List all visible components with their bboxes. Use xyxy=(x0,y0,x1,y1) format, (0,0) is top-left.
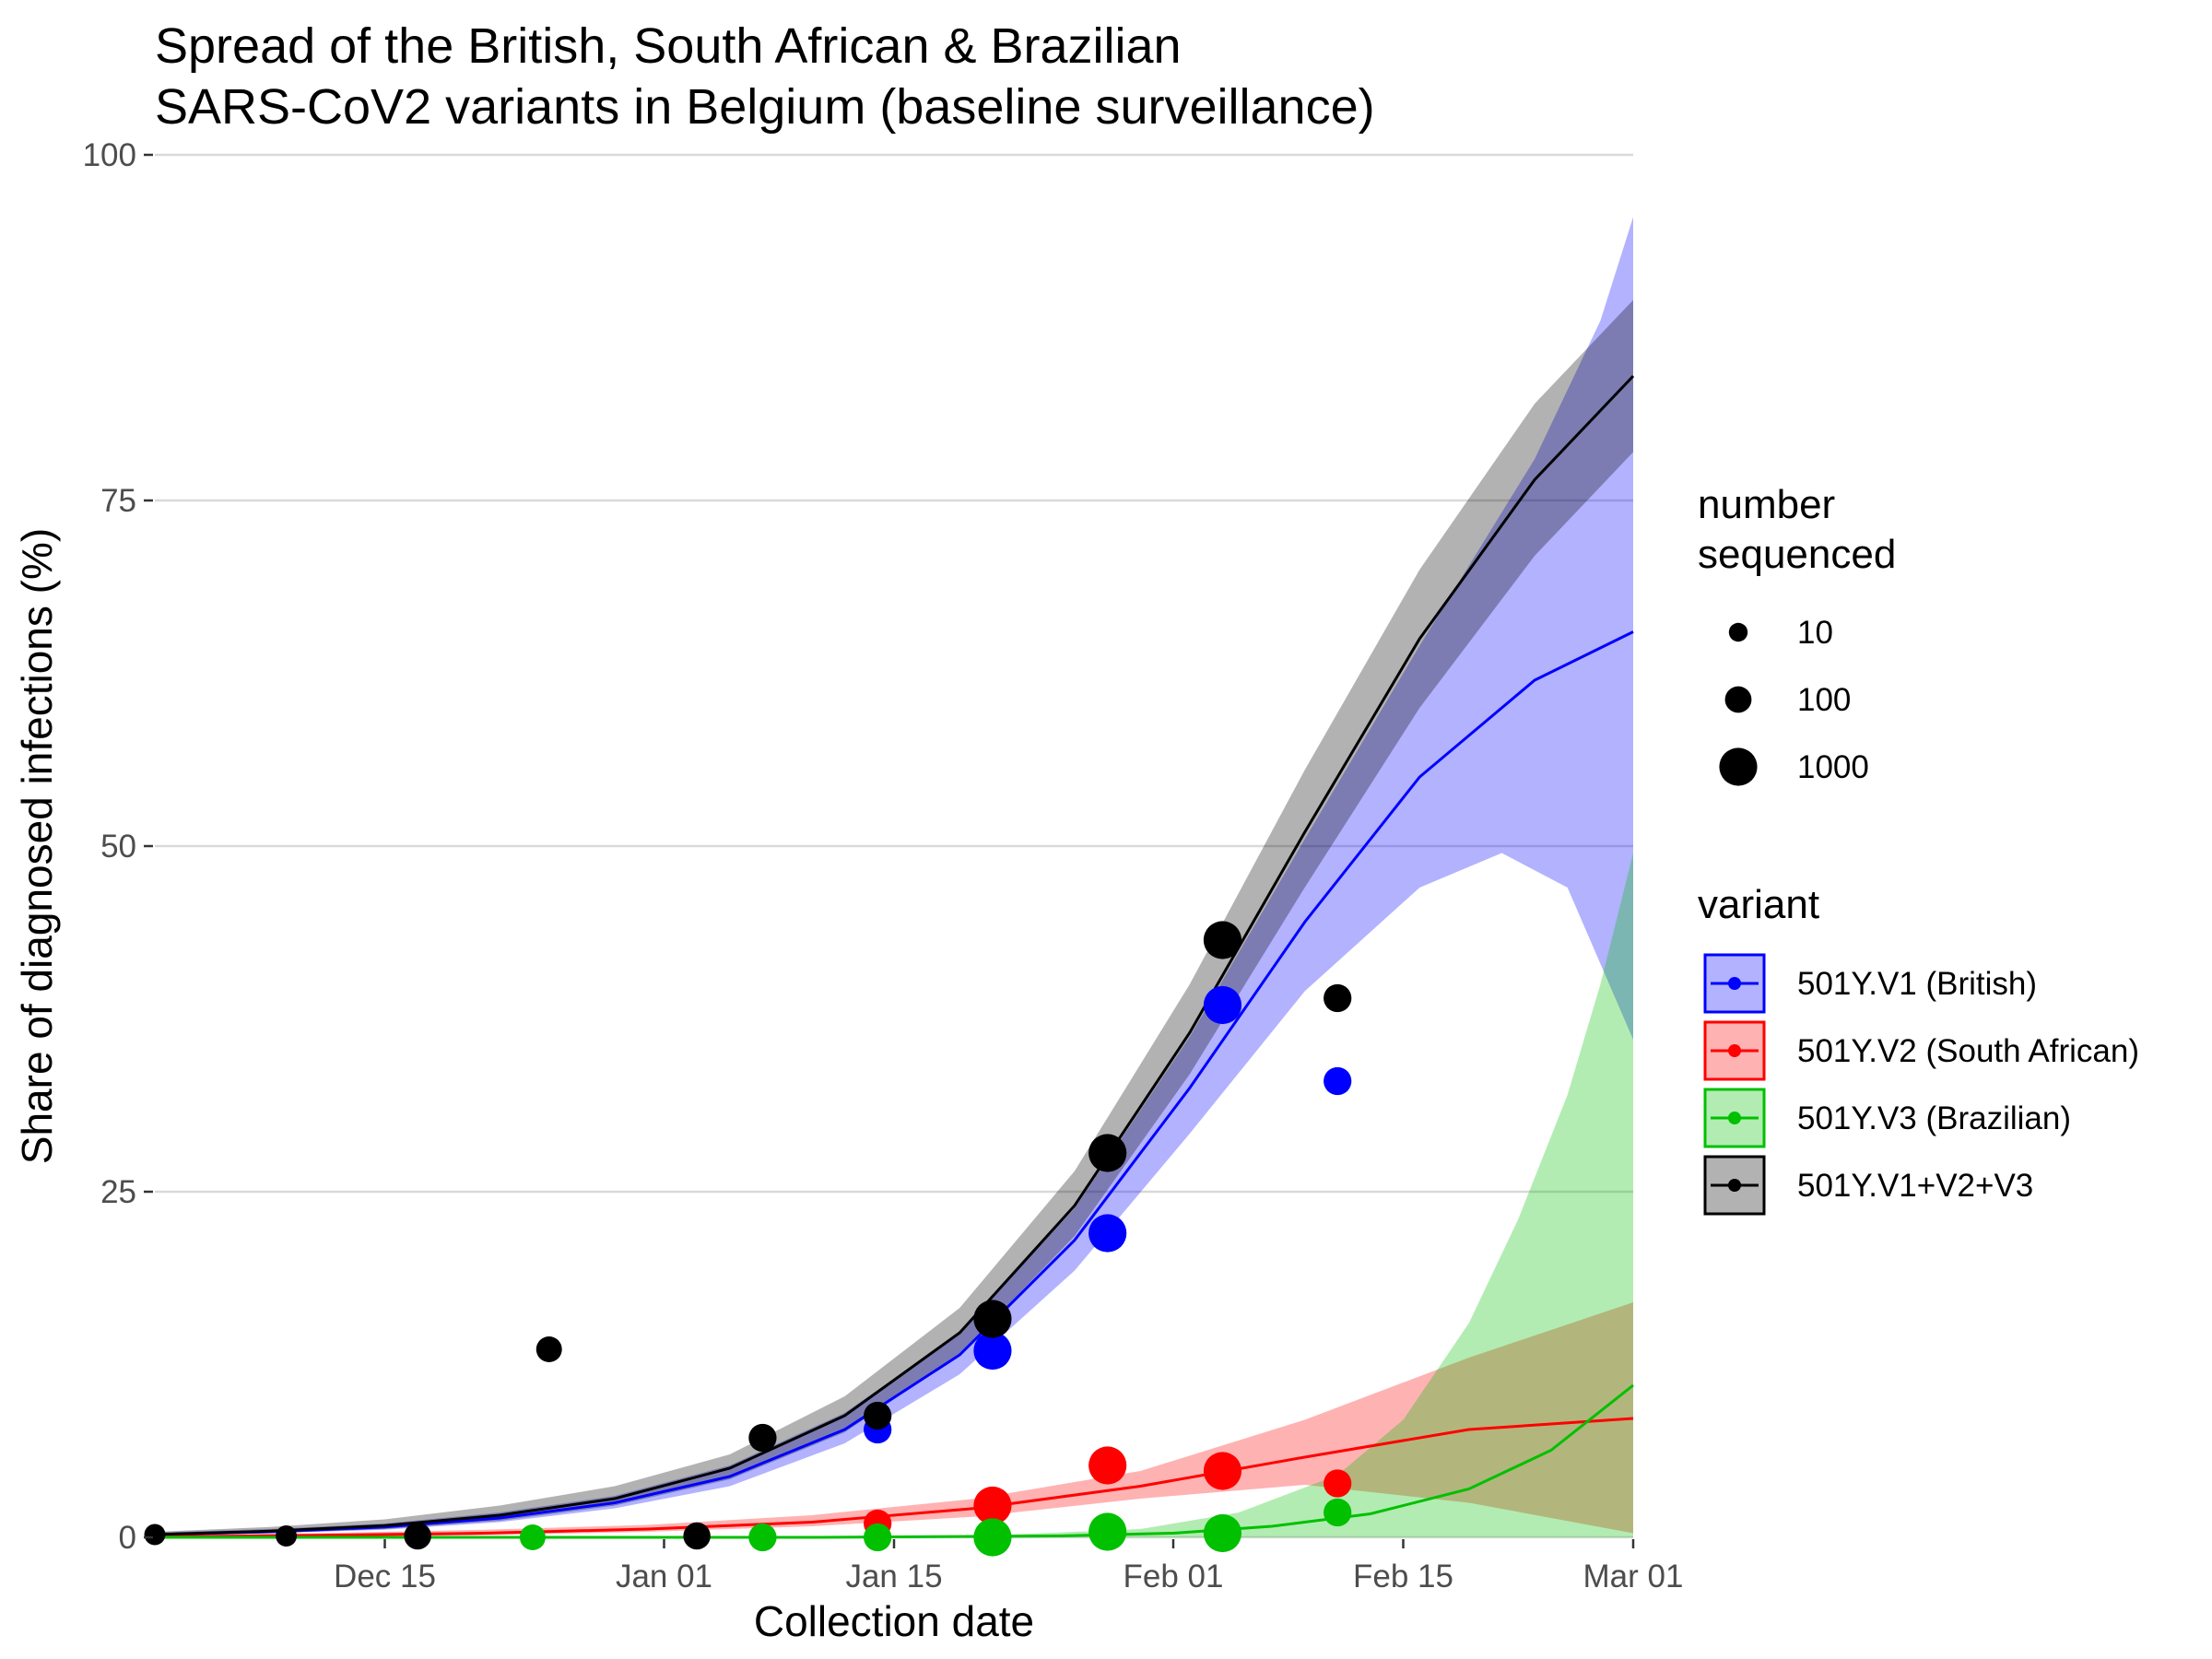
point-501y-v2-south-african-2 xyxy=(1088,1446,1127,1485)
band-501y-v1-british xyxy=(155,217,1633,1536)
point-501y-v2-south-african-4 xyxy=(1324,1469,1352,1498)
x-tick-label-feb-15: Feb 15 xyxy=(1353,1559,1453,1594)
gridlines xyxy=(155,153,1633,1539)
legend-label-501y-v3-brazilian: 501Y.V3 (Brazilian) xyxy=(1797,1100,2071,1136)
size-legend-key-10 xyxy=(1728,622,1748,642)
x-tick-label-feb-01: Feb 01 xyxy=(1123,1559,1223,1594)
legend-key-dot-501y-v2-south-african xyxy=(1728,1044,1741,1057)
point-501y-v2-south-african-1 xyxy=(973,1486,1012,1525)
legend-item-501y-v1-v2-v3: 501Y.V1+V2+V3 xyxy=(1703,1155,2033,1216)
point-501y-v1-v2-v3-6 xyxy=(864,1401,892,1430)
legend-key-dot-501y-v3-brazilian xyxy=(1728,1112,1741,1124)
point-501y-v1-british-1 xyxy=(973,1331,1012,1371)
legend-item-501y-v2-south-african: 501Y.V2 (South African) xyxy=(1703,1020,2139,1081)
point-501y-v3-brazilian-5 xyxy=(1203,1513,1242,1553)
point-501y-v1-v2-v3-1 xyxy=(276,1525,298,1547)
fit-lines xyxy=(154,374,1635,1539)
point-501y-v2-south-african-3 xyxy=(1203,1452,1242,1490)
fit-line-501y-v3-brazilian xyxy=(155,1383,1634,1539)
y-tick-label-25: 25 xyxy=(100,1174,136,1210)
variant-legend: variant 501Y.V1 (British) 501Y.V2 (South … xyxy=(1698,882,2139,1216)
legend-label-501y-v1-v2-v3: 501Y.V1+V2+V3 xyxy=(1797,1168,2033,1204)
point-501y-v1-v2-v3-4 xyxy=(683,1522,711,1550)
size-legend-title-line-2: sequenced xyxy=(1698,532,1896,577)
chart-title-line-2: SARS-CoV2 variants in Belgium (baseline … xyxy=(155,79,1375,135)
legend-item-501y-v3-brazilian: 501Y.V3 (Brazilian) xyxy=(1703,1088,2071,1148)
point-501y-v3-brazilian-1 xyxy=(748,1523,777,1552)
chart-title-line-1: Spread of the British, South African & B… xyxy=(155,18,1182,74)
size-legend: number sequenced 10 100 1000 xyxy=(1698,482,1896,786)
x-axis-title: Collection date xyxy=(754,1597,1034,1645)
chart-title: Spread of the British, South African & B… xyxy=(155,18,1375,135)
point-501y-v1-v2-v3-3 xyxy=(535,1336,562,1362)
point-501y-v1-v2-v3-8 xyxy=(1088,1134,1127,1172)
size-legend-label-100: 100 xyxy=(1797,682,1851,718)
size-legend-label-1000: 1000 xyxy=(1797,749,1869,785)
legend-label-501y-v2-south-african: 501Y.V2 (South African) xyxy=(1797,1033,2139,1069)
point-501y-v3-brazilian-0 xyxy=(519,1524,546,1550)
size-legend-key-100 xyxy=(1724,686,1752,713)
point-501y-v1-british-3 xyxy=(1203,985,1242,1025)
size-legend-title-line-1: number xyxy=(1698,482,1835,527)
point-501y-v3-brazilian-6 xyxy=(1324,1498,1352,1527)
point-501y-v3-brazilian-4 xyxy=(1088,1512,1127,1551)
band-501y-v3-brazilian xyxy=(155,853,1633,1537)
y-axis: 0 25 50 75 100 xyxy=(83,137,153,1556)
x-tick-label-jan-01: Jan 01 xyxy=(616,1559,712,1594)
size-legend-label-10: 10 xyxy=(1797,615,1833,651)
x-tick-label-mar-01: Mar 01 xyxy=(1583,1559,1684,1594)
point-501y-v3-brazilian-3 xyxy=(973,1518,1012,1557)
band-501y-v2-south-african xyxy=(155,1302,1633,1537)
band-501y-v1-v2-v3 xyxy=(155,300,1633,1536)
point-501y-v1-v2-v3-7 xyxy=(973,1300,1012,1338)
legend-key-dot-501y-v1-v2-v3 xyxy=(1728,1179,1741,1192)
x-tick-label-jan-15: Jan 15 xyxy=(845,1559,942,1594)
confidence-bands xyxy=(155,217,1633,1537)
point-501y-v1-v2-v3-5 xyxy=(748,1423,777,1453)
y-axis-title: Share of diagnosed infections (%) xyxy=(13,528,61,1164)
point-501y-v3-brazilian-2 xyxy=(864,1523,892,1552)
fit-line-501y-v1-v2-v3 xyxy=(154,374,1635,1536)
y-tick-label-0: 0 xyxy=(119,1520,136,1556)
fit-line-501y-v1-british xyxy=(154,630,1634,1536)
size-legend-key-1000 xyxy=(1719,747,1758,786)
point-501y-v1-v2-v3-0 xyxy=(144,1524,166,1546)
fit-line-501y-v2-south-african xyxy=(154,1417,1634,1538)
point-501y-v1-v2-v3-9 xyxy=(1203,921,1242,959)
legend-key-dot-501y-v1-british xyxy=(1728,977,1741,990)
point-501y-v1-british-4 xyxy=(1324,1066,1352,1096)
legend-item-501y-v1-british: 501Y.V1 (British) xyxy=(1703,953,2037,1014)
point-501y-v1-v2-v3-2 xyxy=(404,1522,431,1550)
legend-label-501y-v1-british: 501Y.V1 (British) xyxy=(1797,966,2037,1002)
point-501y-v1-v2-v3-10 xyxy=(1324,983,1352,1013)
y-tick-label-100: 100 xyxy=(83,137,136,173)
x-tick-label-dec-15: Dec 15 xyxy=(334,1559,436,1594)
y-tick-label-50: 50 xyxy=(100,829,136,865)
variant-legend-title: variant xyxy=(1698,882,1819,927)
y-tick-label-75: 75 xyxy=(100,483,136,519)
point-501y-v1-british-2 xyxy=(1088,1214,1127,1253)
data-points xyxy=(144,921,1352,1557)
x-axis: Dec 15 Jan 01 Jan 15 Feb 01 Feb 15 Mar 01 xyxy=(334,1539,1683,1594)
